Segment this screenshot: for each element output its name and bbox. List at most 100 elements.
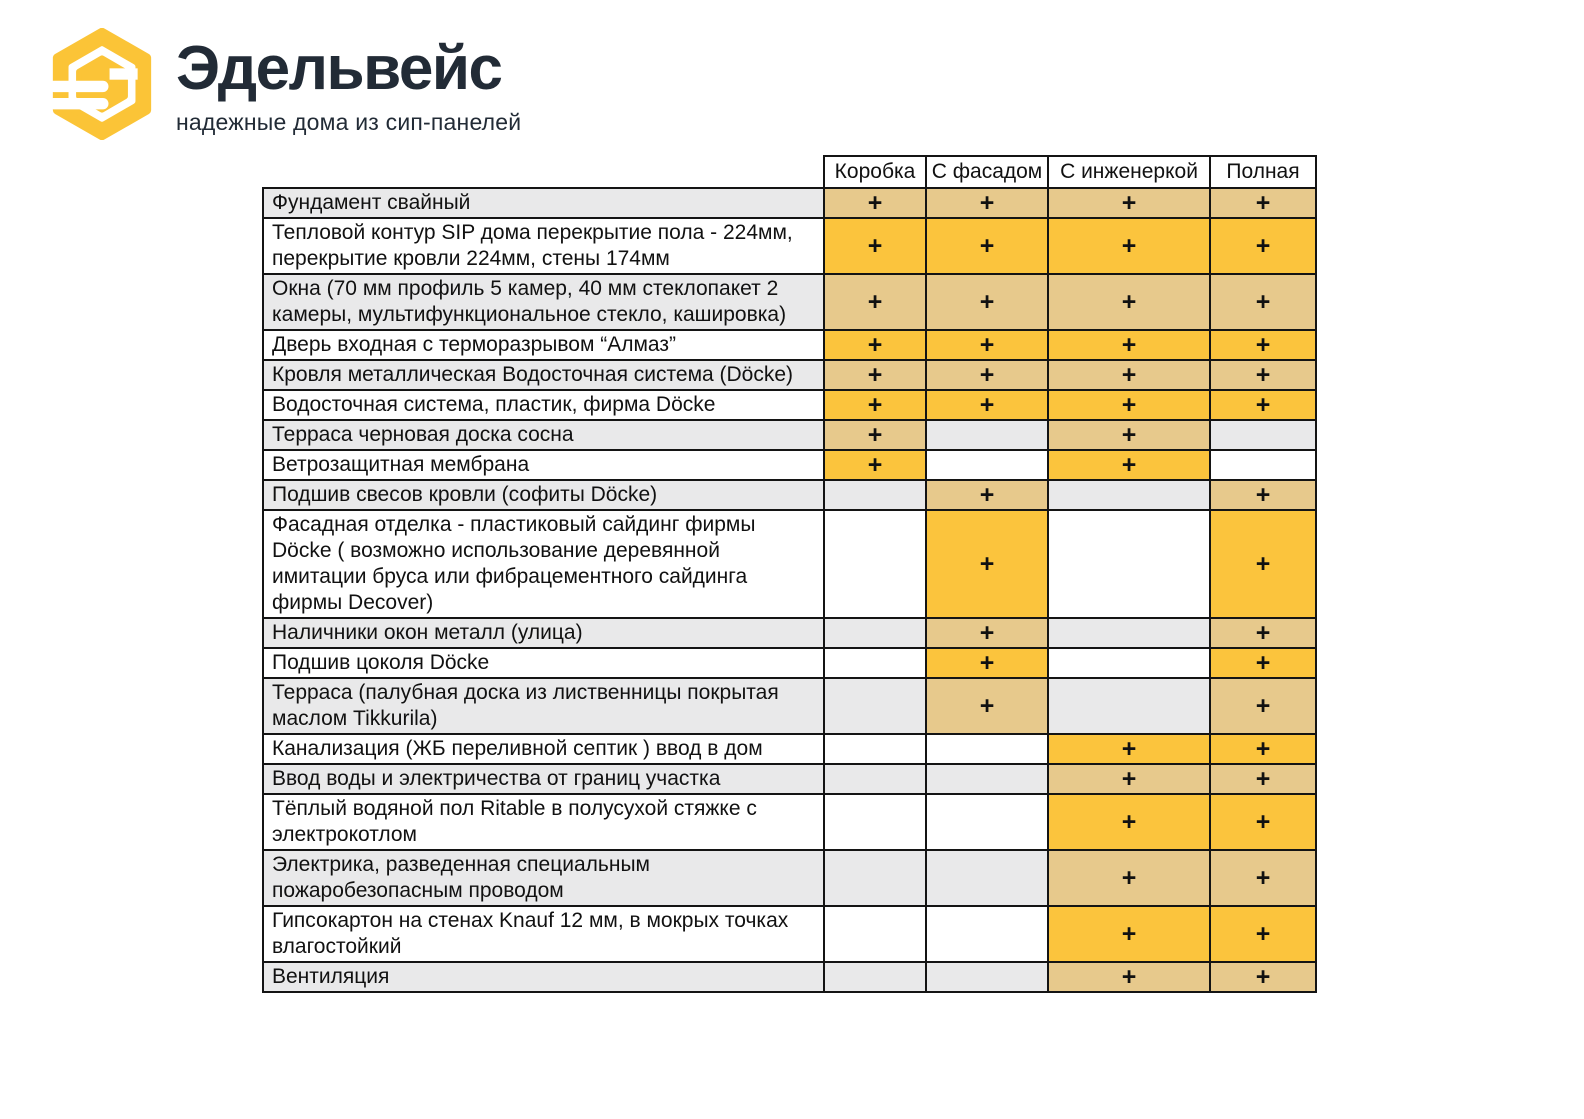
brand-header: Эдельвейс надежные дома из сип-панелей (48, 28, 521, 140)
included-cell: + (1209, 793, 1317, 851)
included-cell: + (925, 217, 1049, 275)
table-row: Ветрозащитная мембрана + + (262, 449, 1317, 481)
included-cell: + (1047, 419, 1211, 451)
included-cell: + (1047, 187, 1211, 219)
table-corner-spacer (263, 156, 824, 188)
table-row: Тепловой контур SIP дома перекрытие пола… (262, 217, 1317, 275)
included-cell: + (823, 389, 927, 421)
included-cell: + (823, 449, 927, 481)
included-cell: + (1209, 359, 1317, 391)
included-cell: + (1209, 617, 1317, 649)
table-row: Гипсокартон на стенах Knauf 12 мм, в мок… (262, 905, 1317, 963)
included-cell: + (925, 389, 1049, 421)
included-cell: + (1209, 187, 1317, 219)
included-cell: + (1209, 849, 1317, 907)
row-label: Терраса (палубная доска из лиственницы п… (262, 677, 825, 735)
empty-cell (823, 763, 927, 795)
empty-cell (925, 449, 1049, 481)
row-label: Электрика, разведенная специальным пожар… (262, 849, 825, 907)
row-label: Наличники окон металл (улица) (262, 617, 825, 649)
included-cell: + (1209, 647, 1317, 679)
included-cell: + (1047, 359, 1211, 391)
row-label: Фасадная отделка - пластиковый сайдинг ф… (262, 509, 825, 619)
included-cell: + (1047, 389, 1211, 421)
brand-text-block: Эдельвейс надежные дома из сип-панелей (176, 28, 521, 136)
included-cell: + (925, 359, 1049, 391)
empty-cell (823, 509, 927, 619)
brand-tagline: надежные дома из сип-панелей (176, 109, 522, 135)
table-header-row: Коробка С фасадом С инженеркой Полная (263, 155, 1317, 189)
row-label: Дверь входная с терморазрывом “Алмаз” (262, 329, 825, 361)
included-cell: + (925, 329, 1049, 361)
empty-cell (1047, 479, 1211, 511)
included-cell: + (925, 479, 1049, 511)
table-row: Подшив цоколя Döcke + + (262, 647, 1317, 679)
table-row: Электрика, разведенная специальным пожар… (262, 849, 1317, 907)
row-label: Фундамент свайный (262, 187, 825, 219)
row-label: Канализация (ЖБ переливной септик ) ввод… (262, 733, 825, 765)
hexagon-e-icon (48, 28, 152, 140)
row-label: Кровля металлическая Водосточная система… (262, 359, 825, 391)
row-label: Гипсокартон на стенах Knauf 12 мм, в мок… (262, 905, 825, 963)
included-cell: + (1047, 329, 1211, 361)
row-label: Ветрозащитная мембрана (262, 449, 825, 481)
included-cell: + (1209, 733, 1317, 765)
included-cell: + (1209, 763, 1317, 795)
table-row: Фундамент свайный + + + + (262, 187, 1317, 219)
included-cell: + (1047, 449, 1211, 481)
included-cell: + (1209, 389, 1317, 421)
row-label: Вентиляция (262, 961, 825, 993)
table-row: Наличники окон металл (улица) + + (262, 617, 1317, 649)
included-cell: + (1047, 905, 1211, 963)
included-cell: + (925, 647, 1049, 679)
included-cell: + (823, 329, 927, 361)
table-row: Канализация (ЖБ переливной септик ) ввод… (262, 733, 1317, 765)
included-cell: + (1047, 273, 1211, 331)
empty-cell (823, 961, 927, 993)
included-cell: + (823, 187, 927, 219)
included-cell: + (823, 419, 927, 451)
included-cell: + (1209, 961, 1317, 993)
included-cell: + (1047, 961, 1211, 993)
table-row: Вентиляция + + (262, 961, 1317, 993)
included-cell: + (1047, 733, 1211, 765)
empty-cell (823, 905, 927, 963)
empty-cell (925, 733, 1049, 765)
row-label: Окна (70 мм профиль 5 камер, 40 мм стекл… (262, 273, 825, 331)
empty-cell (925, 763, 1049, 795)
included-cell: + (925, 677, 1049, 735)
included-cell: + (1047, 793, 1211, 851)
table-row: Ввод воды и электричества от границ учас… (262, 763, 1317, 795)
empty-cell (823, 733, 927, 765)
table-row: Кровля металлическая Водосточная система… (262, 359, 1317, 391)
empty-cell (1047, 617, 1211, 649)
included-cell: + (1047, 763, 1211, 795)
row-label: Подшив свесов кровли (софиты Döcke) (262, 479, 825, 511)
empty-cell (1047, 647, 1211, 679)
table-row: Терраса черновая доска сосна + + (262, 419, 1317, 451)
included-cell: + (925, 187, 1049, 219)
row-label: Водосточная система, пластик, фирма Döck… (262, 389, 825, 421)
empty-cell (823, 849, 927, 907)
included-cell: + (925, 617, 1049, 649)
row-label: Подшив цоколя Döcke (262, 647, 825, 679)
empty-cell (925, 905, 1049, 963)
brand-title: Эдельвейс (176, 34, 503, 103)
empty-cell (1047, 509, 1211, 619)
column-header-4: Полная (1209, 155, 1317, 189)
row-label: Ввод воды и электричества от границ учас… (262, 763, 825, 795)
included-cell: + (823, 217, 927, 275)
table-body: Фундамент свайный + + + + Тепловой контур SIP… (262, 187, 1317, 993)
included-cell: + (823, 359, 927, 391)
empty-cell (1209, 449, 1317, 481)
empty-cell (925, 419, 1049, 451)
row-label: Тёплый водяной пол Ritable в полусухой с… (262, 793, 825, 851)
included-cell: + (925, 273, 1049, 331)
included-cell: + (1209, 329, 1317, 361)
table-row: Терраса (палубная доска из лиственницы п… (262, 677, 1317, 735)
empty-cell (823, 677, 927, 735)
included-cell: + (1209, 509, 1317, 619)
empty-cell (823, 617, 927, 649)
empty-cell (1209, 419, 1317, 451)
